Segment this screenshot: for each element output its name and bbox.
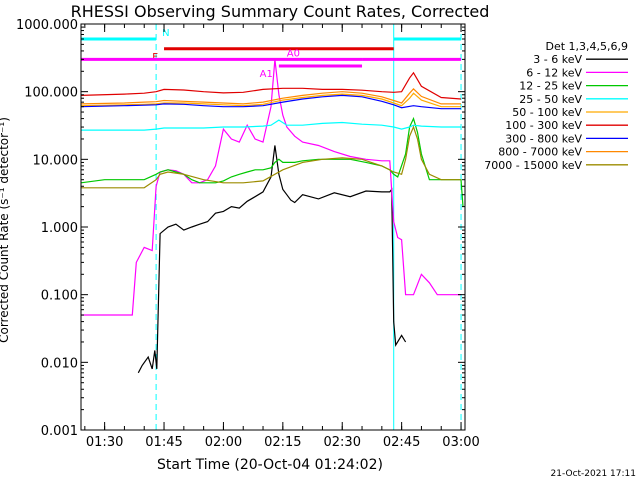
series-line-3	[81, 119, 461, 131]
legend-label: 50 - 100 keV	[512, 106, 582, 119]
y-tick-label: 1.000	[41, 221, 78, 236]
x-tick-label: 03:00	[442, 435, 479, 450]
legend-label: 25 - 50 keV	[519, 93, 582, 106]
legend-label: 800 - 7000 keV	[498, 146, 582, 159]
y-tick-label: 0.001	[41, 424, 78, 439]
y-tick-label: 100.000	[24, 86, 78, 101]
series-line-7	[81, 88, 461, 105]
chart-title: RHESSI Observing Summary Count Rates, Co…	[71, 2, 490, 21]
attenuator-markers: N F A0 A1	[81, 24, 462, 430]
state-label: N	[162, 28, 169, 39]
y-axis-label: Corrected Count Rate (s⁻¹ detector⁻¹)	[0, 117, 11, 343]
series-line-0	[137, 145, 407, 374]
footer-timestamp: 21-Oct-2021 17:11	[551, 469, 636, 479]
x-tick-label: 02:00	[205, 435, 242, 450]
y-tick-label: 10.000	[33, 153, 79, 168]
y-tick-label: 0.010	[41, 356, 78, 371]
legend-label: 100 - 300 keV	[505, 119, 582, 132]
state-label: F	[152, 52, 158, 63]
legend-label: 12 - 25 keV	[519, 80, 582, 93]
x-tick-label: 02:45	[383, 435, 420, 450]
legend-label: 300 - 800 keV	[505, 132, 582, 145]
series-line-6	[81, 94, 461, 110]
state-label: A1	[260, 69, 273, 80]
legend-label: 3 - 6 keV	[533, 53, 582, 66]
x-axis-label: Start Time (20-Oct-04 01:24:02)	[157, 457, 383, 473]
x-tick-label: 02:30	[324, 435, 361, 450]
series-lines	[81, 59, 464, 374]
series-line-4	[81, 92, 461, 108]
x-tick-label: 01:45	[145, 435, 182, 450]
legend-title: Det 1,3,4,5,6,9	[545, 40, 628, 53]
x-tick-label: 02:15	[264, 435, 301, 450]
series-line-2	[81, 116, 464, 207]
legend-label: 7000 - 15000 keV	[484, 159, 582, 172]
y-tick-label: 1000.000	[16, 18, 78, 33]
y-tick-label: 0.100	[41, 289, 78, 304]
series-line-5	[81, 71, 462, 100]
series-line-8	[81, 125, 461, 189]
legend-label: 6 - 12 keV	[526, 66, 582, 79]
state-label: A0	[287, 48, 300, 59]
x-tick-label: 01:30	[86, 435, 123, 450]
axes: 0.001 0.010 0.100 1.000 10.000 100.000 1000.00…	[16, 18, 480, 450]
